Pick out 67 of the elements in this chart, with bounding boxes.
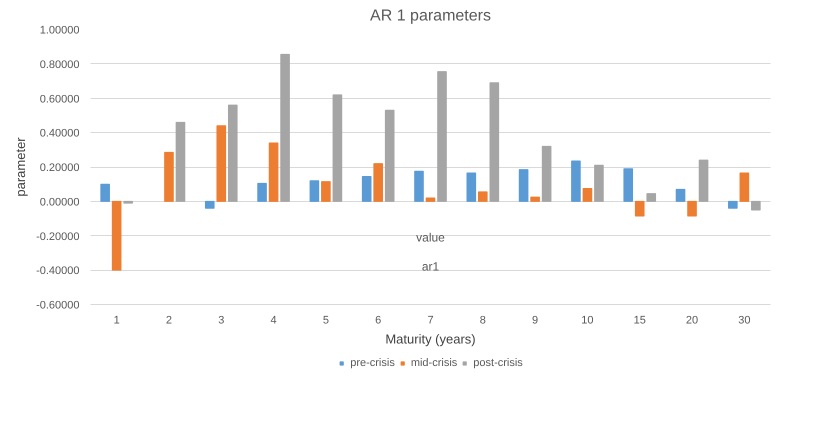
- bar: [437, 71, 447, 202]
- x-tick-label: 15: [634, 314, 646, 326]
- bar: [594, 164, 604, 202]
- bar: [646, 193, 656, 202]
- bar: [112, 200, 122, 271]
- bar: [164, 152, 174, 202]
- x-tick-label: 6: [375, 314, 382, 326]
- x-tick-label: 7: [427, 314, 434, 326]
- bar: [728, 200, 738, 209]
- legend-label: post-crisis: [473, 357, 523, 369]
- y-tick-label: 0.00000: [40, 196, 80, 208]
- bar: [100, 184, 110, 202]
- bar: [466, 172, 476, 202]
- bar: [676, 188, 686, 202]
- x-axis-title: Maturity (years): [385, 332, 476, 346]
- x-tick-label: 9: [532, 314, 538, 326]
- bar: [623, 168, 634, 202]
- bar: [280, 54, 290, 202]
- y-axis-title: parameter: [13, 136, 28, 197]
- bar: [478, 191, 488, 202]
- bar: [204, 200, 215, 209]
- x-tick-label: 2: [166, 314, 172, 326]
- bar: [384, 110, 395, 202]
- bar: [332, 94, 342, 202]
- legend-label: mid-crisis: [410, 357, 458, 369]
- annotation: ar1: [422, 259, 440, 274]
- bar: [582, 188, 592, 202]
- x-tick-label: 8: [480, 314, 486, 326]
- y-tick-label: -0.20000: [36, 230, 80, 243]
- annotation: value: [416, 230, 446, 244]
- bar: [426, 197, 436, 202]
- bar: [490, 82, 500, 202]
- y-tick-label: 0.20000: [40, 162, 80, 174]
- legend-label: pre-crisis: [350, 357, 395, 369]
- bar: [751, 200, 761, 210]
- x-tick-label: 10: [581, 314, 594, 326]
- x-tick-label: 20: [686, 314, 698, 326]
- x-tick-label: 3: [218, 314, 224, 326]
- bar: [268, 142, 278, 202]
- bar: [373, 163, 384, 202]
- bar: [740, 172, 750, 202]
- y-tick-label: 0.60000: [40, 93, 80, 106]
- bar: [698, 160, 708, 202]
- chart-title: AR 1 parameters: [370, 8, 491, 24]
- bar: [216, 125, 226, 202]
- y-tick-label: 1.00000: [40, 24, 80, 36]
- y-tick-label: 0.40000: [40, 128, 80, 140]
- x-tick-label: 1: [114, 314, 120, 326]
- bar: [228, 104, 238, 202]
- bar: [321, 181, 331, 202]
- bar: [634, 200, 645, 216]
- x-tick-label: 4: [270, 314, 277, 326]
- x-tick-label: 30: [738, 314, 750, 326]
- bar: [414, 170, 424, 202]
- bar: [687, 200, 697, 216]
- x-tick-label: 5: [322, 314, 329, 326]
- bar: [518, 169, 528, 202]
- bar: [542, 146, 552, 202]
- bar: [571, 160, 581, 202]
- bar: [176, 122, 186, 202]
- y-tick-label: -0.60000: [36, 300, 80, 312]
- bar: [530, 196, 540, 202]
- bar: [362, 176, 372, 202]
- y-tick-label: -0.40000: [36, 265, 80, 278]
- bar: [310, 180, 320, 202]
- bar: [257, 182, 267, 202]
- y-tick-label: 0.80000: [40, 58, 80, 71]
